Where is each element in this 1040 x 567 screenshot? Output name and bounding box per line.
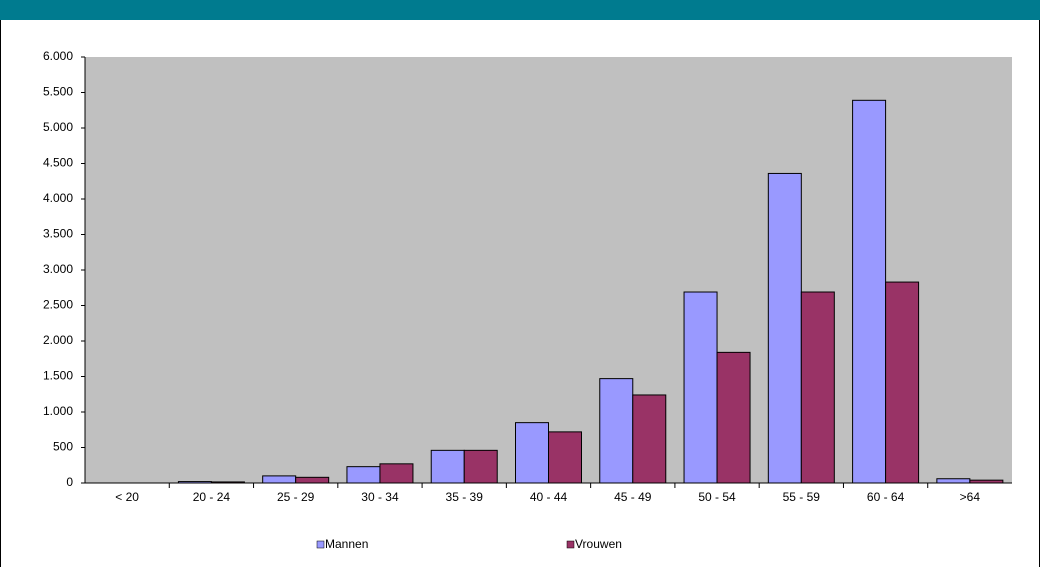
y-tick-label: 2.500 <box>43 298 73 312</box>
x-tick-label: 55 - 59 <box>783 490 821 504</box>
bar <box>379 463 414 484</box>
bar <box>346 466 381 484</box>
bar <box>463 449 498 484</box>
y-tick-label: 1.000 <box>43 404 73 418</box>
x-tick-label: 25 - 29 <box>277 490 315 504</box>
bar <box>969 479 1004 484</box>
bar <box>262 475 297 484</box>
y-tick-label: 6.000 <box>43 49 73 63</box>
x-tick-label: 60 - 64 <box>867 490 905 504</box>
x-tick-label: 45 - 49 <box>614 490 652 504</box>
bar <box>515 422 549 484</box>
bar <box>885 281 920 484</box>
bar <box>548 431 582 484</box>
legend-label: Mannen <box>325 537 368 551</box>
x-tick-label: 40 - 44 <box>530 490 568 504</box>
y-tick-label: 2.000 <box>43 333 73 347</box>
bar <box>852 99 887 484</box>
y-tick-label: 500 <box>53 440 73 454</box>
x-tick-label: 20 - 24 <box>193 490 231 504</box>
x-tick-label: >64 <box>960 490 981 504</box>
bar <box>716 351 751 484</box>
bar <box>683 291 718 484</box>
legend-swatch <box>316 540 325 549</box>
bar <box>430 449 465 484</box>
x-tick-label: < 20 <box>115 490 139 504</box>
legend-swatch <box>566 540 575 549</box>
bar <box>800 291 835 484</box>
bar <box>295 476 330 484</box>
y-tick-label: 5.000 <box>43 120 73 134</box>
y-tick-label: 0 <box>66 475 73 489</box>
bar <box>599 378 634 484</box>
x-tick-label: 30 - 34 <box>361 490 399 504</box>
bar <box>767 172 802 484</box>
y-tick-label: 5.500 <box>43 85 73 99</box>
bar <box>632 394 667 484</box>
bar <box>177 481 212 484</box>
bar <box>936 478 971 484</box>
y-tick-label: 4.000 <box>43 191 73 205</box>
y-tick-label: 3.500 <box>43 227 73 241</box>
legend-label: Vrouwen <box>575 537 622 551</box>
y-tick-label: 3.000 <box>43 262 73 276</box>
y-tick-label: 4.500 <box>43 156 73 170</box>
header-bar <box>0 0 1040 20</box>
x-tick-label: 35 - 39 <box>446 490 484 504</box>
x-tick-label: 50 - 54 <box>698 490 736 504</box>
bar <box>210 481 245 484</box>
y-tick-label: 1.500 <box>43 369 73 383</box>
